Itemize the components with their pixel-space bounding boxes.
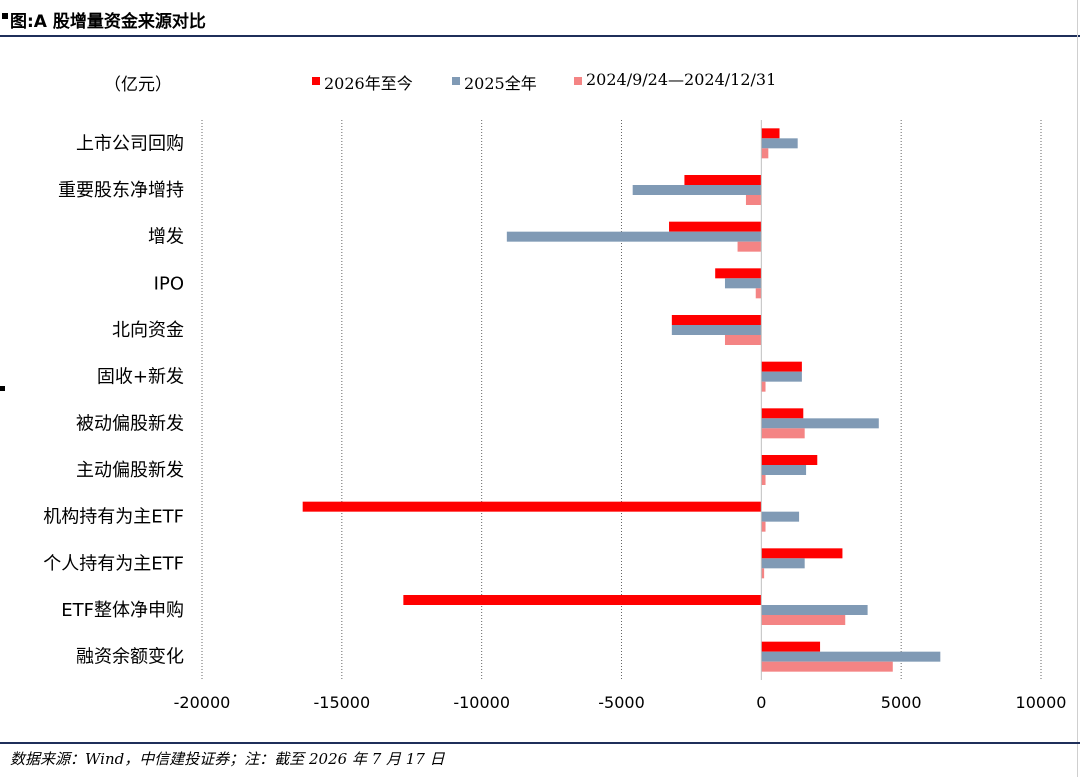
category-label: 主动偏股新发 xyxy=(76,460,184,481)
side-marker xyxy=(0,386,5,391)
category-label: 增发 xyxy=(148,227,184,248)
bottom-rule xyxy=(0,742,1080,744)
title-marker xyxy=(2,13,8,19)
bar-series3 xyxy=(761,381,766,392)
x-tick-label: -10000 xyxy=(453,693,510,712)
bar-series2 xyxy=(506,231,762,242)
bar-series1 xyxy=(302,501,762,512)
category-label: 北向资金 xyxy=(112,320,184,341)
bar-series1 xyxy=(761,548,843,559)
bar-series3 xyxy=(761,428,805,439)
bar-series1 xyxy=(669,221,762,232)
category-label: 融资余额变化 xyxy=(76,647,184,668)
bar-series1 xyxy=(761,408,804,419)
bar-series3 xyxy=(761,661,893,672)
x-tick-label: -20000 xyxy=(174,693,231,712)
x-tick-label: 5000 xyxy=(881,693,922,712)
x-tick-label: 0 xyxy=(756,693,766,712)
x-tick-label: -5000 xyxy=(598,693,645,712)
bar-series1 xyxy=(761,455,818,465)
bar-series3 xyxy=(737,241,762,252)
bar-series2 xyxy=(761,138,798,149)
bar-series3 xyxy=(761,475,766,485)
bar-series2 xyxy=(761,605,868,615)
bar-series1 xyxy=(761,641,821,652)
bar-series2 xyxy=(724,278,762,289)
bar-series1 xyxy=(715,268,762,279)
bar-series3 xyxy=(755,288,762,299)
chart-title: 图:A 股增量资金来源对比 xyxy=(10,12,206,32)
bar-series3 xyxy=(761,568,765,579)
bar-series3 xyxy=(761,521,766,532)
legend-swatch-1 xyxy=(312,77,320,85)
top-rule xyxy=(0,35,1080,37)
category-label: 个人持有为主ETF xyxy=(43,553,184,574)
bar-series2 xyxy=(761,371,802,382)
frame-right xyxy=(1077,0,1078,777)
bar-series1 xyxy=(403,595,762,605)
bar-series2 xyxy=(761,558,805,569)
category-label: ETF整体净申购 xyxy=(61,600,184,621)
legend-swatch-3 xyxy=(574,77,582,85)
bar-series1 xyxy=(761,361,802,372)
bar-series2 xyxy=(632,185,762,195)
category-label: 固收+新发 xyxy=(97,367,184,388)
legend-label-2: 2025全年 xyxy=(464,74,537,93)
bar-series1 xyxy=(761,128,780,139)
legend-label-3: 2024/9/24—2024/12/31 xyxy=(586,70,777,89)
bar-series1 xyxy=(671,315,762,325)
bar-series3 xyxy=(724,335,762,345)
category-label: IPO xyxy=(154,273,184,294)
bar-series1 xyxy=(684,175,762,185)
category-label: 重要股东净增持 xyxy=(58,180,184,201)
legend-label-1: 2026年至今 xyxy=(324,74,413,93)
unit-label: （亿元） xyxy=(104,75,172,95)
bar-series3 xyxy=(761,148,769,159)
bar-series3 xyxy=(761,615,846,625)
category-label: 被动偏股新发 xyxy=(76,413,184,434)
bar-series2 xyxy=(761,651,941,662)
category-label: 机构持有为主ETF xyxy=(43,507,184,528)
source-note: 数据来源：Wind，中信建投证券；注：截至 2026 年 7 月 17 日 xyxy=(10,750,445,768)
bar-series2 xyxy=(761,418,879,429)
bar-series2 xyxy=(761,465,807,475)
bar-series2 xyxy=(671,325,762,335)
header: 图:A 股增量资金来源对比 xyxy=(0,0,1080,36)
bar-series2 xyxy=(761,511,800,522)
category-label: 上市公司回购 xyxy=(76,133,184,154)
bar-series3 xyxy=(745,195,762,205)
legend-swatch-2 xyxy=(452,77,460,85)
x-tick-label: 10000 xyxy=(1016,693,1067,712)
x-tick-label: -15000 xyxy=(313,693,370,712)
